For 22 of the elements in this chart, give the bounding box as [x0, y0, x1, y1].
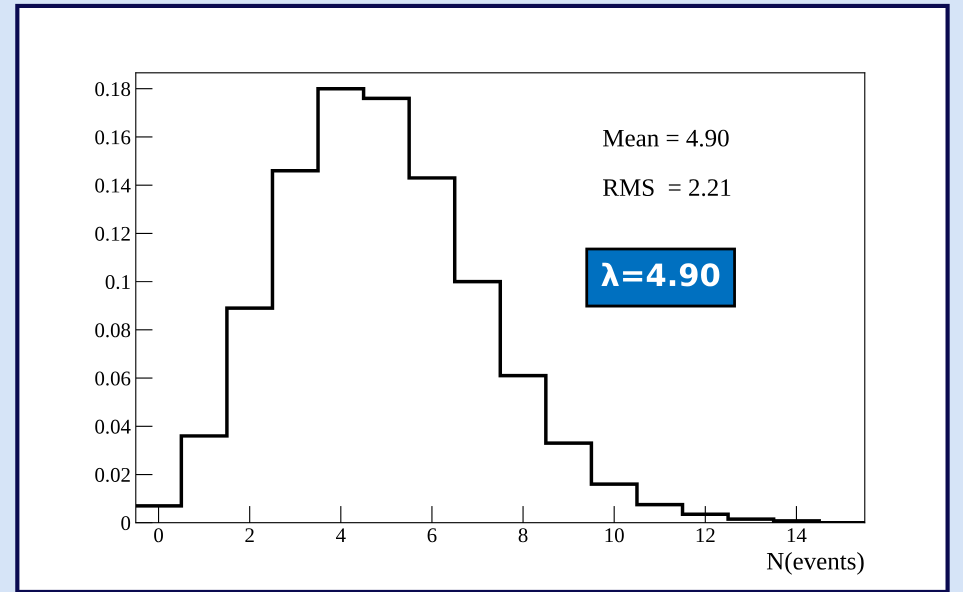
y-tick-label: 0.16 [95, 130, 130, 144]
x-tick-label: 6 [428, 528, 437, 542]
x-tick-label: 14 [788, 528, 807, 542]
annotation: Mean = 4.90 [603, 130, 729, 147]
x-axis-title: N(events) [766, 552, 864, 575]
y-tick-label: 0.02 [95, 468, 130, 482]
y-tick-label: 0.14 [95, 178, 131, 193]
x-tick-label: 8 [518, 528, 528, 542]
y-tick-label: 0.18 [95, 82, 130, 96]
y-tick-label: 0 [121, 516, 130, 530]
x-tick-label: 0 [154, 528, 163, 542]
annotation: RMS = 2.21 [603, 179, 730, 196]
y-tick-label: 0.08 [95, 323, 130, 338]
x-tick-label: 12 [696, 528, 715, 542]
y-tick-label: 0.04 [95, 420, 131, 434]
x-tick-label: 4 [336, 528, 346, 542]
y-tick-label: 0.12 [95, 226, 130, 241]
x-tick-label: 2 [245, 528, 254, 542]
x-tick-label: 10 [606, 528, 624, 542]
y-tick-label: 0.06 [95, 371, 130, 386]
y-tick-label: 0.1 [106, 274, 130, 290]
annotation: λ=4.90 [601, 262, 720, 286]
